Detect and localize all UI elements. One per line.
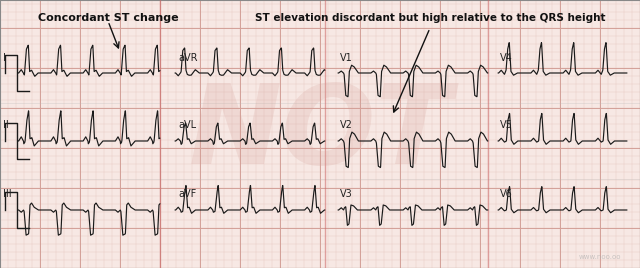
Text: V4: V4 bbox=[500, 53, 513, 63]
Text: V1: V1 bbox=[340, 53, 353, 63]
Text: aVF: aVF bbox=[178, 189, 196, 199]
Text: II: II bbox=[3, 120, 9, 130]
Text: www.noo.oo: www.noo.oo bbox=[579, 254, 621, 260]
Text: V3: V3 bbox=[340, 189, 353, 199]
Text: V2: V2 bbox=[340, 120, 353, 130]
Text: NOT: NOT bbox=[188, 80, 452, 188]
Text: aVL: aVL bbox=[178, 120, 196, 130]
Text: aVR: aVR bbox=[178, 53, 198, 63]
Text: V5: V5 bbox=[500, 120, 513, 130]
Text: I: I bbox=[3, 53, 6, 63]
Text: Concordant ST change: Concordant ST change bbox=[38, 13, 179, 23]
Text: ST elevation discordant but high relative to the QRS height: ST elevation discordant but high relativ… bbox=[255, 13, 605, 23]
Text: III: III bbox=[3, 189, 12, 199]
Text: V6: V6 bbox=[500, 189, 513, 199]
